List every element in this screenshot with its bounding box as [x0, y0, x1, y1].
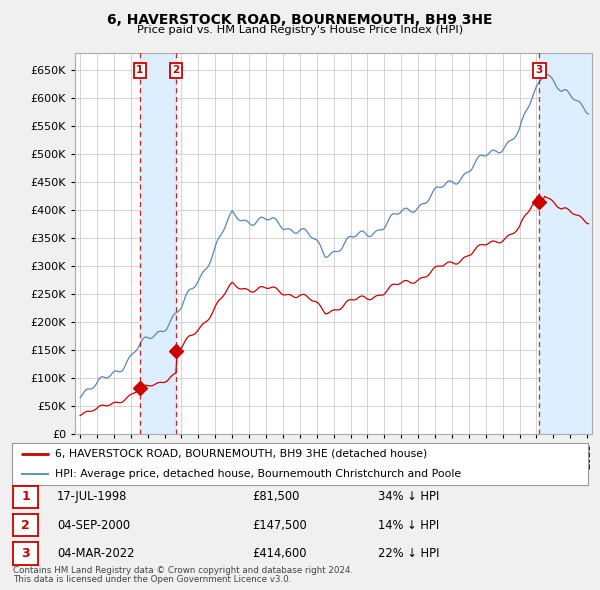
Text: £414,600: £414,600 — [252, 547, 307, 560]
Text: Contains HM Land Registry data © Crown copyright and database right 2024.: Contains HM Land Registry data © Crown c… — [13, 566, 353, 575]
Text: 3: 3 — [22, 547, 30, 560]
Text: 6, HAVERSTOCK ROAD, BOURNEMOUTH, BH9 3HE (detached house): 6, HAVERSTOCK ROAD, BOURNEMOUTH, BH9 3HE… — [55, 449, 427, 459]
Text: HPI: Average price, detached house, Bournemouth Christchurch and Poole: HPI: Average price, detached house, Bour… — [55, 468, 461, 478]
Text: 34% ↓ HPI: 34% ↓ HPI — [378, 490, 439, 503]
Text: £147,500: £147,500 — [252, 519, 307, 532]
Bar — [140, 53, 176, 434]
Text: 17-JUL-1998: 17-JUL-1998 — [57, 490, 127, 503]
Text: 1: 1 — [22, 490, 30, 503]
Text: 3: 3 — [536, 65, 543, 75]
Text: 6, HAVERSTOCK ROAD, BOURNEMOUTH, BH9 3HE: 6, HAVERSTOCK ROAD, BOURNEMOUTH, BH9 3HE — [107, 13, 493, 27]
Text: £81,500: £81,500 — [252, 490, 299, 503]
Text: 1: 1 — [136, 65, 143, 75]
Bar — [539, 53, 592, 434]
Text: 04-SEP-2000: 04-SEP-2000 — [57, 519, 130, 532]
Text: This data is licensed under the Open Government Licence v3.0.: This data is licensed under the Open Gov… — [13, 575, 292, 584]
Text: 22% ↓ HPI: 22% ↓ HPI — [378, 547, 439, 560]
Text: 14% ↓ HPI: 14% ↓ HPI — [378, 519, 439, 532]
Text: Price paid vs. HM Land Registry's House Price Index (HPI): Price paid vs. HM Land Registry's House … — [137, 25, 463, 35]
Text: 2: 2 — [22, 519, 30, 532]
Text: 2: 2 — [172, 65, 179, 75]
Text: 04-MAR-2022: 04-MAR-2022 — [57, 547, 134, 560]
